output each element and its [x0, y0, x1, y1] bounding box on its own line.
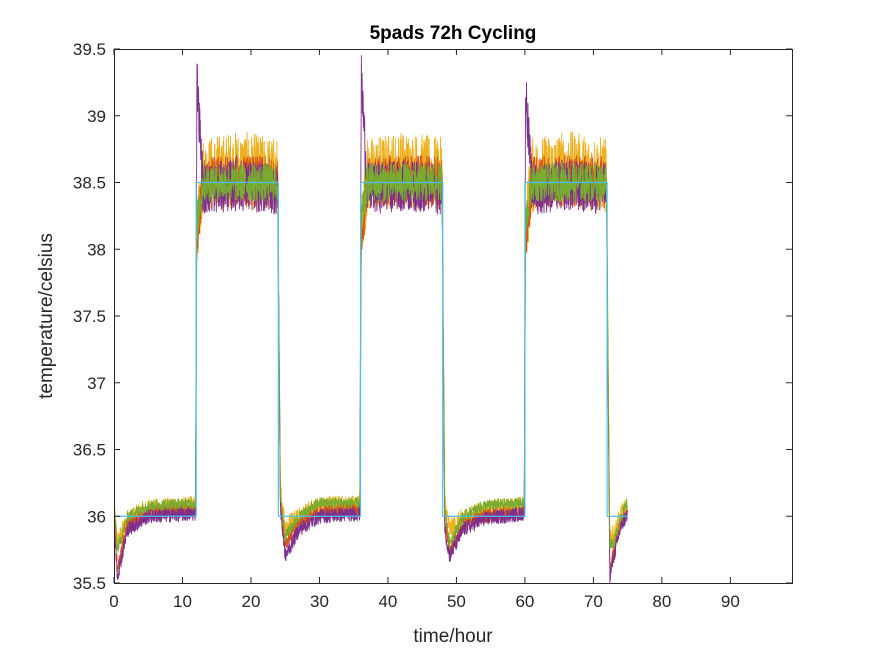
x-tick-label: 70 — [584, 592, 603, 611]
y-tick-label: 39.5 — [73, 40, 106, 59]
series-line — [114, 162, 628, 553]
y-tick-label: 37.5 — [73, 307, 106, 326]
x-tick-label: 90 — [721, 592, 740, 611]
y-tick-label: 38.5 — [73, 174, 106, 193]
x-tick-label: 0 — [109, 592, 118, 611]
x-axis-label: time/hour — [413, 626, 493, 647]
series-line — [114, 181, 628, 517]
x-tick-label: 50 — [447, 592, 466, 611]
y-tick-label: 35.5 — [73, 574, 106, 593]
plot-area — [114, 49, 792, 583]
y-tick-label: 38 — [87, 240, 106, 259]
y-axis-label: temperature/celsius — [36, 233, 57, 399]
x-tick-label: 40 — [378, 592, 397, 611]
series-layer — [114, 55, 628, 583]
x-tick-label: 80 — [652, 592, 671, 611]
series-line — [114, 55, 628, 583]
y-tick-label: 36 — [87, 507, 106, 526]
chart-title: 5pads 72h Cycling — [370, 23, 537, 44]
y-tick-label: 36.5 — [73, 441, 106, 460]
tick-layer: 0 10 20 30 40 50 60 70 80 90 35.5 36 36.5 37 37.5 38 38.… — [73, 40, 792, 611]
y-tick-label: 37 — [87, 374, 106, 393]
x-tick-label: 60 — [515, 592, 534, 611]
x-tick-label: 30 — [310, 592, 329, 611]
x-tick-label: 20 — [242, 592, 261, 611]
y-tick-label: 39 — [87, 107, 106, 126]
x-tick-label: 10 — [173, 592, 192, 611]
